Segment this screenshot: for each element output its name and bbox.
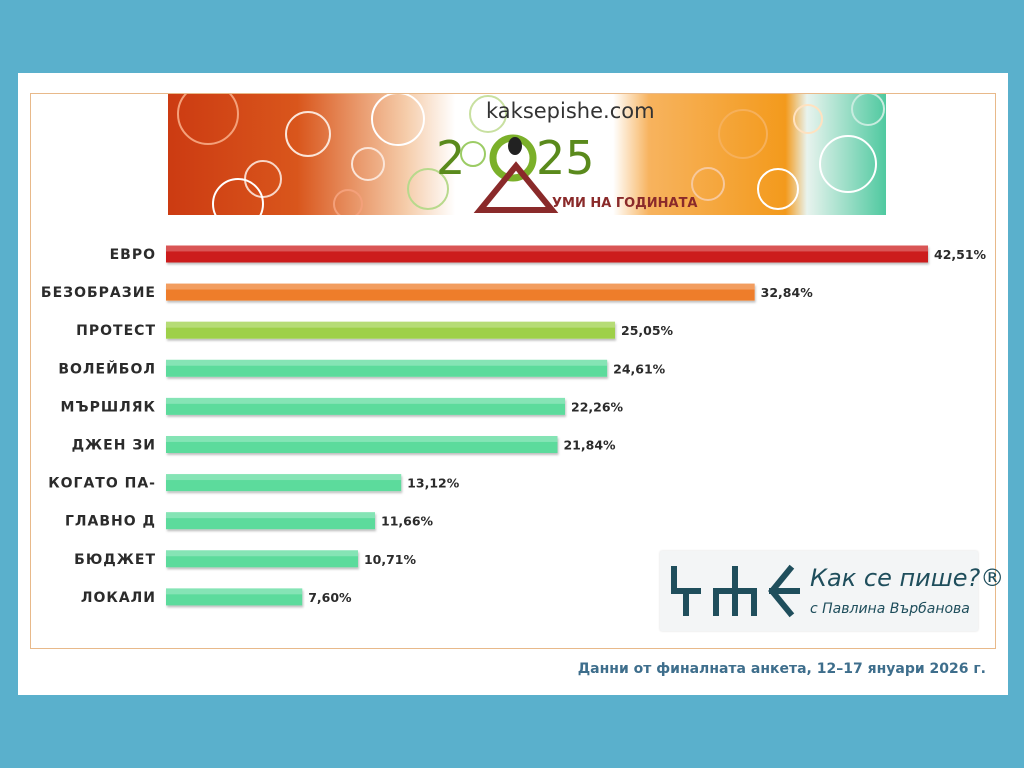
bar [166, 436, 558, 453]
data-source-note: Данни от финалната анкета, 12–17 януари … [577, 661, 986, 677]
value-label: 32,84% [761, 285, 814, 300]
bar [166, 245, 928, 263]
bar [166, 550, 358, 568]
value-label: 10,71% [364, 552, 417, 567]
bar-highlight [166, 512, 376, 519]
bar [166, 359, 608, 377]
logo-title: Как се пише?® [810, 564, 1005, 592]
bar [166, 397, 566, 415]
banner: kaksepishe.com 2 25 УМИ НА ГОДИНАТА [168, 94, 886, 215]
banner-site: kaksepishe.com [486, 99, 655, 123]
category-label: ДЖЕН ЗИ [72, 438, 156, 454]
category-label: КОГАТО ПА- [48, 476, 156, 492]
bar-highlight [166, 245, 928, 252]
value-label: 13,12% [407, 476, 460, 491]
value-label: 25,05% [621, 323, 674, 338]
category-label: ГЛАВНО Д [65, 514, 156, 530]
value-label: 22,26% [571, 399, 624, 414]
logo-mark-icon [671, 564, 800, 618]
bar [166, 588, 303, 606]
banner-year-left: 2 [436, 131, 465, 185]
category-label: БЕЗОБРАЗИЕ [41, 285, 156, 301]
banner-year-right: 25 [536, 131, 595, 185]
bar-highlight [166, 474, 402, 481]
category-label: ЛОКАЛИ [81, 590, 156, 606]
value-label: 42,51% [934, 247, 987, 262]
category-label: БЮДЖЕТ [74, 552, 156, 568]
bar-highlight [166, 283, 755, 290]
bar [166, 321, 616, 339]
banner-graphic: kaksepishe.com 2 25 УМИ НА ГОДИНАТА [168, 94, 886, 215]
bar-highlight [166, 436, 558, 442]
chart-card: kaksepishe.com 2 25 УМИ НА ГОДИНАТА ЕВРО… [18, 73, 1008, 695]
category-label: ВОЛЕЙБОЛ [58, 360, 156, 377]
value-label: 21,84% [563, 438, 616, 453]
category-label: МЪРШЛЯК [61, 399, 157, 415]
banner-subtitle: УМИ НА ГОДИНАТА [552, 196, 698, 211]
chart-frame [30, 93, 996, 649]
bar-highlight [166, 550, 358, 557]
delta-icon [473, 161, 559, 213]
bar-highlight [166, 321, 616, 328]
bar [166, 474, 402, 492]
bar-highlight [166, 397, 566, 404]
value-label: 11,66% [381, 514, 434, 529]
bar-highlight [166, 359, 608, 366]
bird-icon [508, 137, 522, 155]
category-label: ПРОТЕСТ [76, 323, 156, 339]
kak-se-pishe-logo: Как се пише?® с Павлина Върбанова [660, 551, 1004, 631]
logo-subtitle: с Павлина Върбанова [810, 601, 970, 617]
bar-highlight [166, 588, 303, 595]
value-label: 24,61% [613, 361, 666, 376]
category-label: ЕВРО [110, 247, 156, 263]
bar [166, 512, 376, 530]
bar [166, 283, 755, 301]
value-label: 7,60% [308, 590, 352, 605]
bar-chart: ЕВРО 42,51% БЕЗОБРАЗИЕ 32,84% ПРОТЕСТ 25,05% В… [41, 245, 987, 606]
